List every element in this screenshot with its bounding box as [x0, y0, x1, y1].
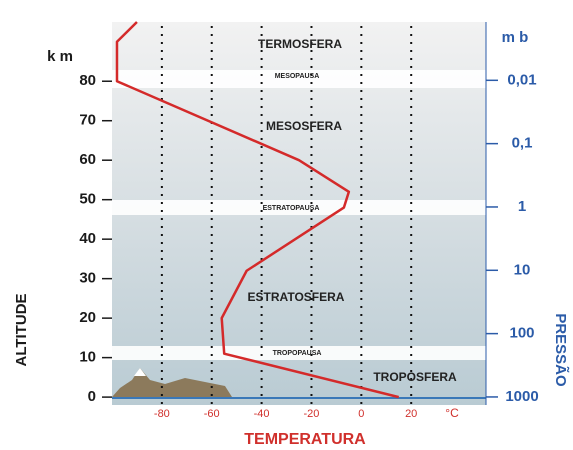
y-tick-label: 50 — [79, 191, 96, 208]
y2-unit: m b — [502, 29, 529, 46]
x-axis-label: TEMPERATURA — [244, 431, 366, 448]
x-tick-label: -40 — [254, 408, 270, 420]
y2-tick-label: 1000 — [505, 388, 538, 405]
y-tick-label: 0 — [88, 388, 96, 405]
y2-tick-label: 0,01 — [507, 71, 536, 88]
y2-tick-label: 1 — [518, 198, 526, 215]
annotation: MESOSFERA — [266, 119, 342, 133]
pause-band — [112, 346, 486, 360]
pause-band — [112, 200, 486, 215]
x-tick-label: -80 — [154, 408, 170, 420]
y-tick-label: 30 — [79, 270, 96, 287]
annotation: ESTRATOPAUSA — [263, 205, 320, 212]
y2-axis-label: PRESSÃO — [552, 313, 570, 387]
annotation: TROPOPAUSA — [273, 350, 322, 357]
y-tick-label: 10 — [79, 349, 96, 366]
x-tick-label: 20 — [405, 408, 417, 420]
x-tick-label: -60 — [204, 408, 220, 420]
y-tick-label: 40 — [79, 230, 96, 247]
y-axis-label: ALTITUDE — [13, 293, 30, 366]
y2-tick-label: 100 — [509, 325, 534, 342]
annotation: TROPOSFERA — [373, 370, 457, 384]
snow-peak — [134, 368, 146, 376]
x-tick-label: 0 — [358, 408, 364, 420]
y2-tick-label: 0,1 — [512, 135, 533, 152]
annotation: MESOPAUSA — [275, 73, 320, 80]
x-unit: °C — [445, 406, 459, 420]
y-tick-label: 60 — [79, 151, 96, 168]
annotation: ESTRATOSFERA — [248, 290, 345, 304]
annotation: TERMOSFERA — [258, 37, 342, 51]
pause-band — [112, 70, 486, 88]
x-tick-label: -20 — [304, 408, 320, 420]
y2-tick-label: 10 — [514, 261, 531, 278]
y-tick-label: 70 — [79, 112, 96, 129]
y-tick-label: 20 — [79, 309, 96, 326]
temperature-line — [115, 21, 400, 399]
y-unit: k m — [47, 48, 73, 65]
y-tick-label: 80 — [79, 72, 96, 89]
